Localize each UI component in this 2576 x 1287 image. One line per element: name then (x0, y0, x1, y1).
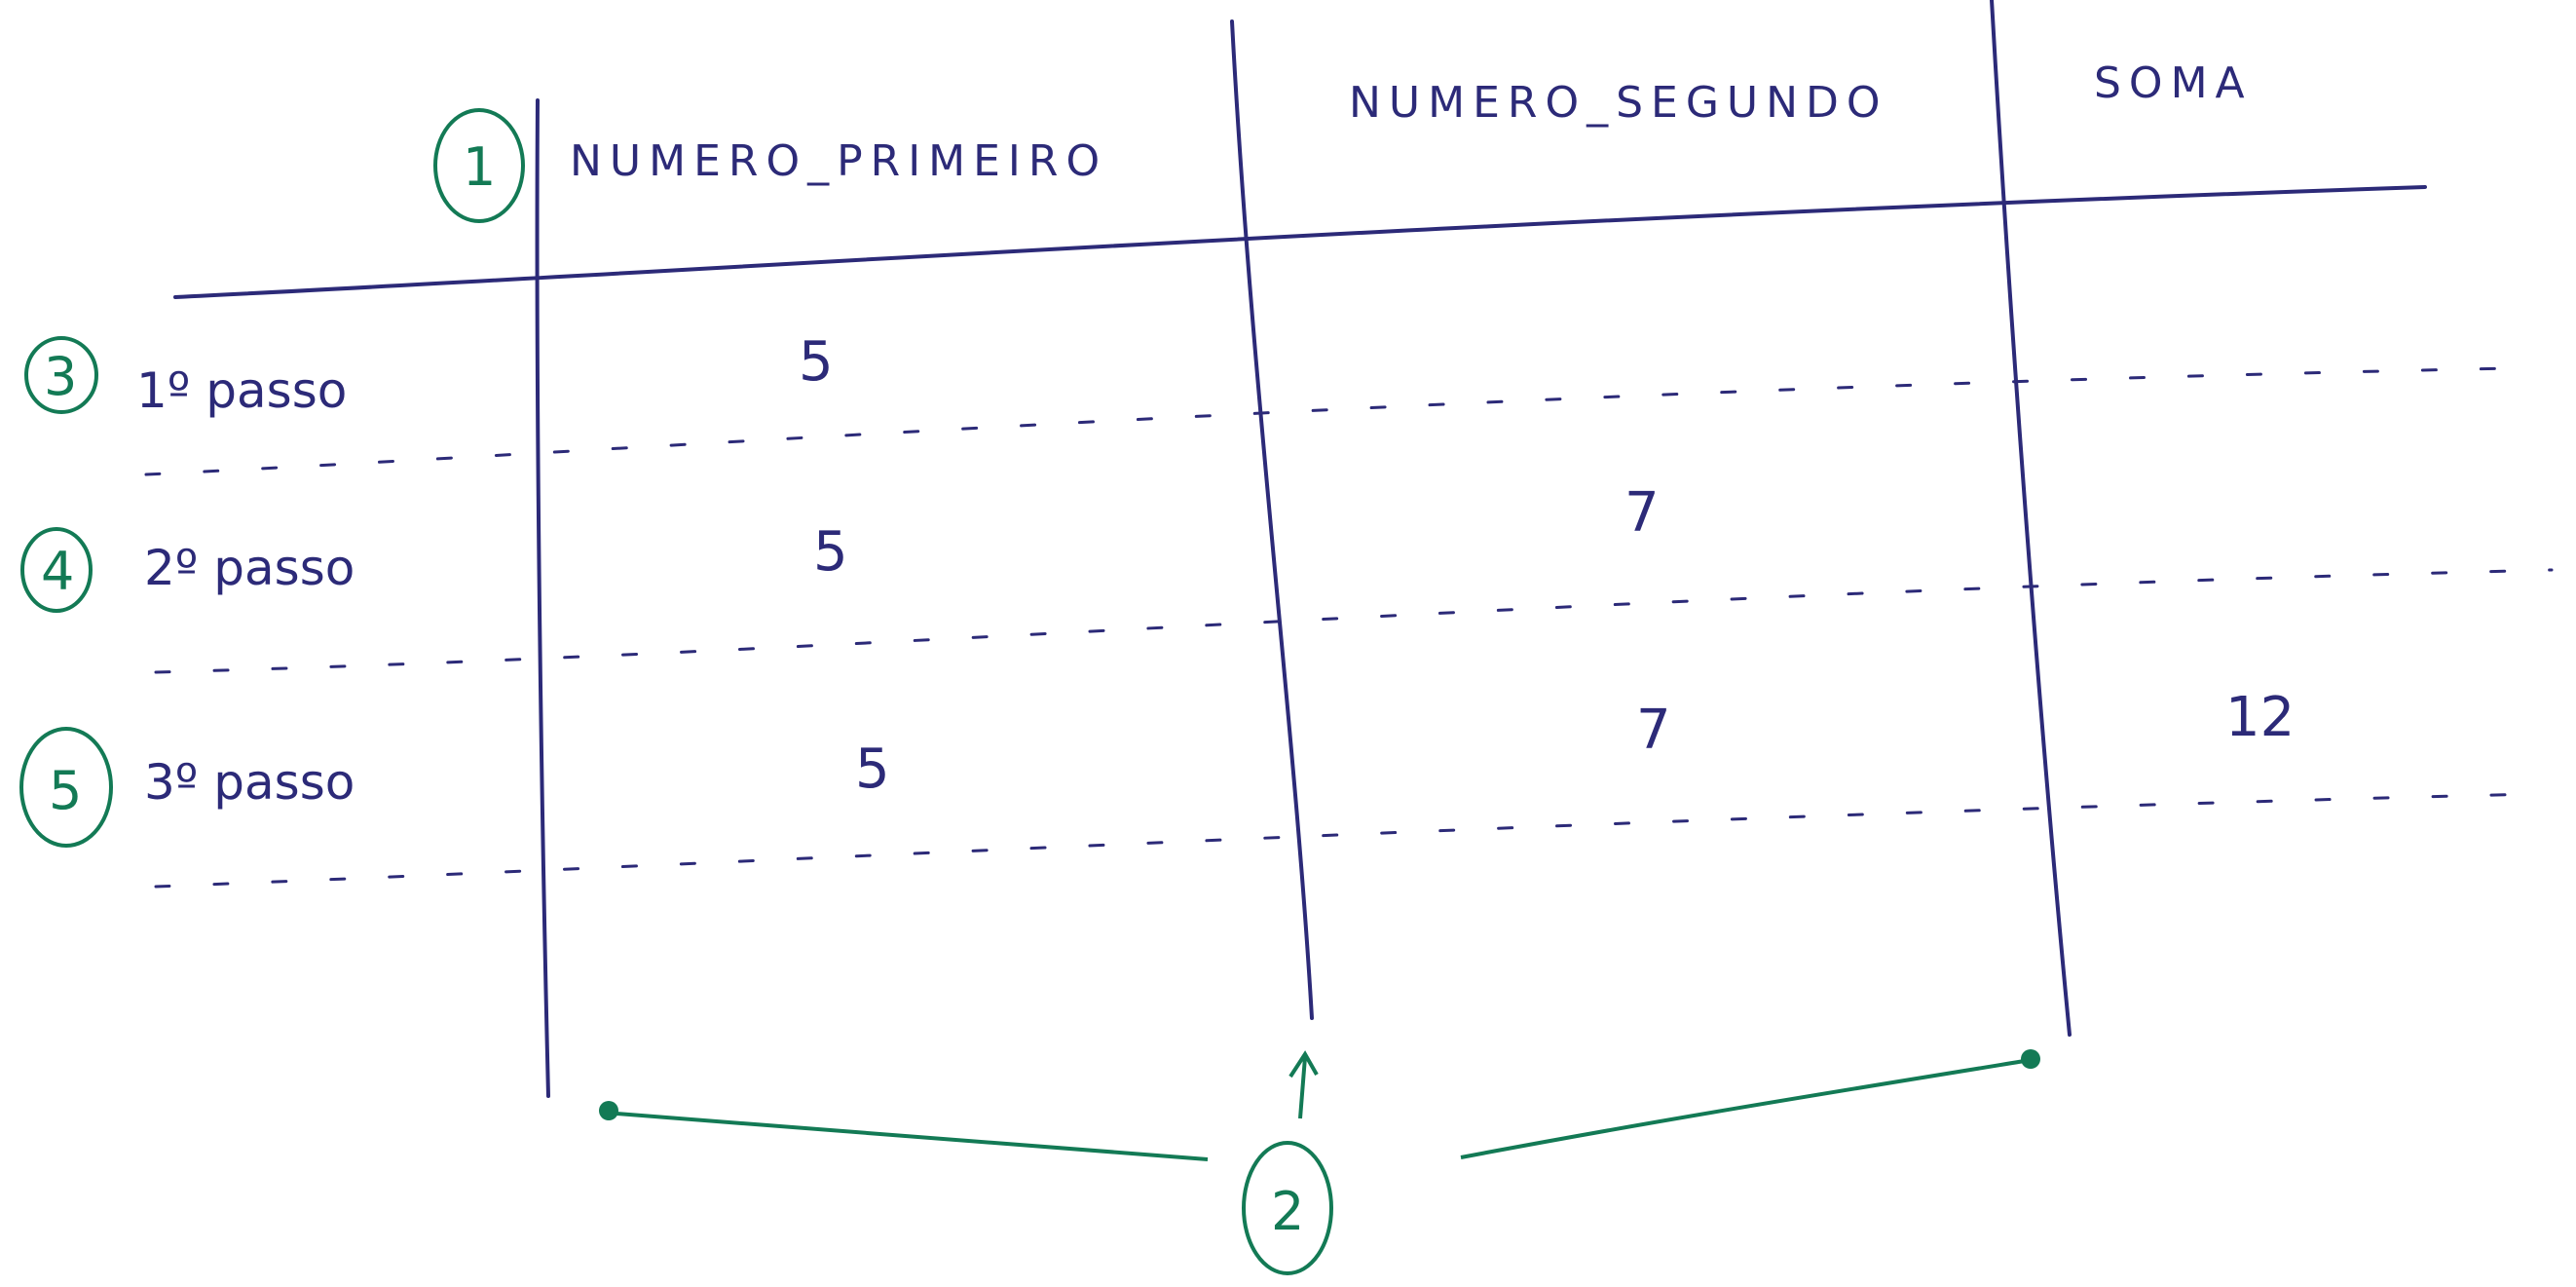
cell-row1-primeiro: 5 (799, 330, 834, 394)
marker-number-2: 2 (1271, 1181, 1304, 1242)
marker-circle-2 (1242, 1141, 1333, 1275)
step-label-3: 3º passo (144, 754, 355, 811)
header-numero-primeiro: NUMERO_PRIMEIRO (570, 136, 1107, 186)
marker-circle-5 (19, 727, 113, 848)
pointer-line-right (1460, 1058, 2032, 1159)
marker-circle-3 (24, 336, 98, 414)
annotations (19, 108, 2032, 1275)
cell-row3-soma: 12 (2225, 686, 2295, 749)
step-label-2: 2º passo (144, 540, 355, 596)
pointer-tip-right (2021, 1049, 2040, 1069)
marker-circle-1 (433, 108, 525, 223)
row-separator-2 (154, 568, 2554, 674)
cell-row3-segundo: 7 (1636, 699, 1671, 762)
pointer-arrow-up (1288, 1050, 1319, 1119)
cell-row3-primeiro: 5 (855, 738, 890, 801)
header-numero-segundo: NUMERO_SEGUNDO (1349, 78, 1888, 128)
marker-number-3: 3 (44, 346, 77, 407)
column-line-2 (1230, 19, 1314, 1020)
table-frame (173, 0, 2427, 1098)
row-separator-3 (154, 792, 2534, 889)
pointer-tips (599, 1049, 2040, 1120)
marker-circle-4 (20, 527, 93, 613)
step-label-1: 1º passo (136, 362, 347, 419)
column-line-3 (1990, 0, 2072, 1037)
cell-row2-primeiro: 5 (813, 520, 848, 584)
header-divider-line (173, 185, 2427, 299)
header-soma: SOMA (2094, 58, 2253, 108)
column-line-1 (535, 98, 550, 1098)
marker-number-1: 1 (463, 136, 496, 198)
marker-number-4: 4 (41, 541, 74, 602)
marker-number-5: 5 (49, 760, 82, 821)
pointer-line-left (603, 1111, 1209, 1161)
pointer-tip-left (599, 1101, 618, 1120)
row-separators (144, 366, 2554, 889)
row-separator-1 (144, 366, 2515, 476)
cell-row2-segundo: 7 (1624, 481, 1660, 545)
